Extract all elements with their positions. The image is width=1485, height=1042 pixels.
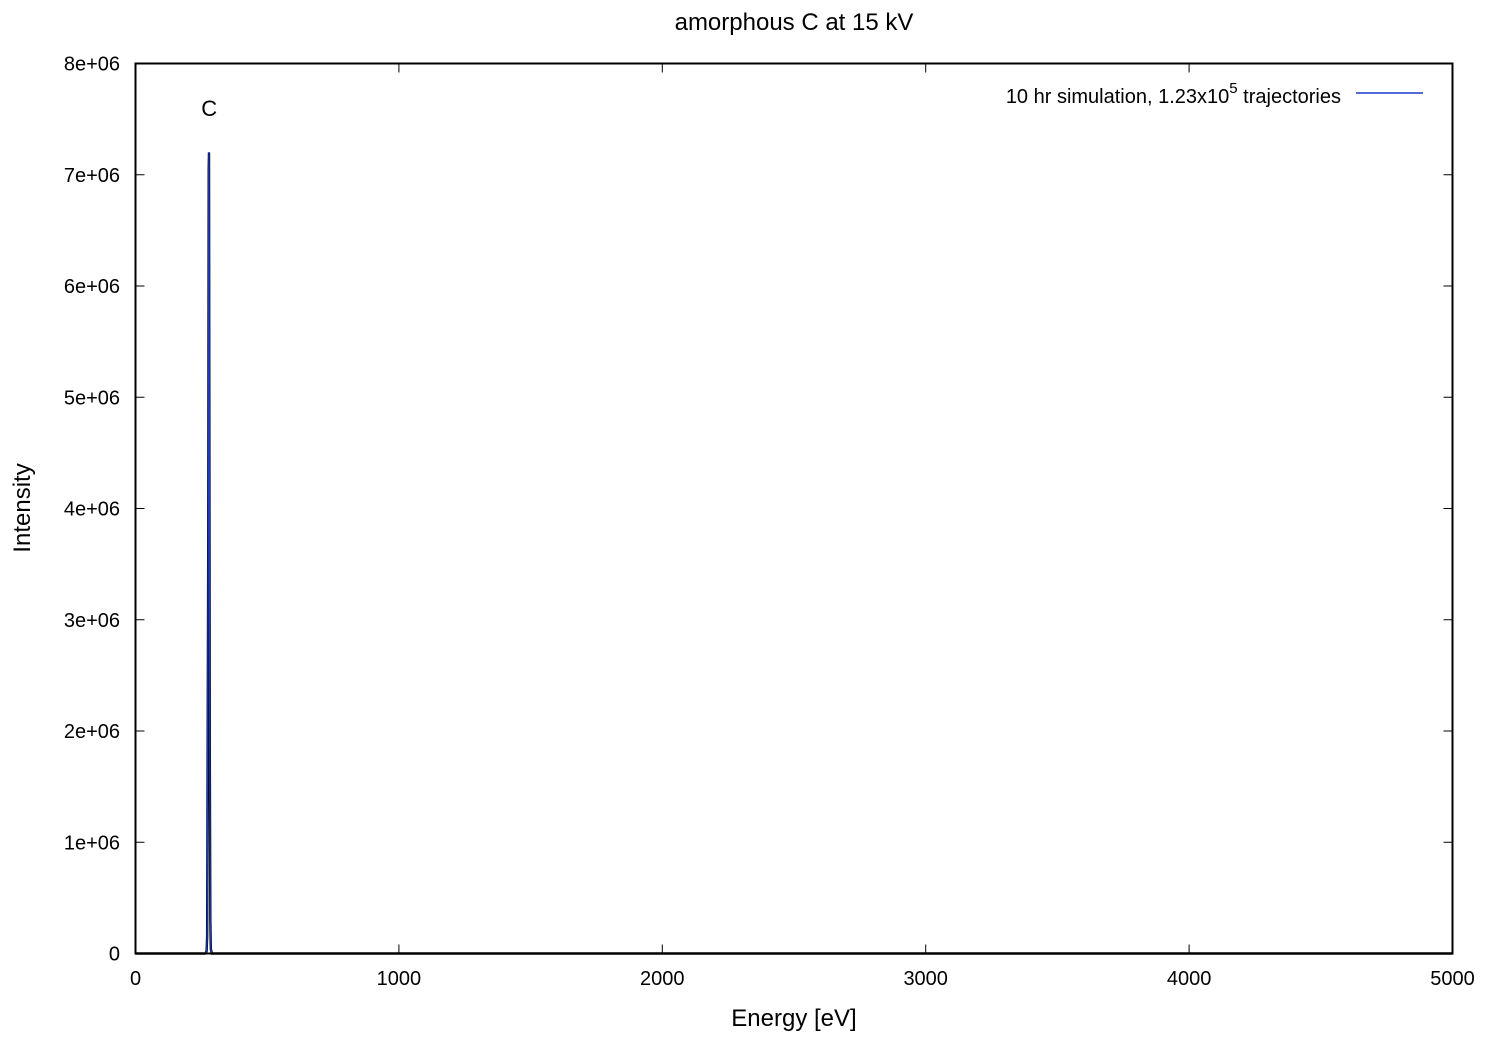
- legend-label-tail: trajectories: [1238, 86, 1341, 108]
- y-tick-label-7: 7e+06: [64, 165, 120, 187]
- y-tick-label-8: 8e+06: [64, 54, 120, 76]
- legend-label-exponent: 5: [1229, 80, 1237, 97]
- series-point-0-12: [209, 919, 211, 921]
- y-tick-label-2: 2e+06: [64, 721, 120, 743]
- x-tick-label-3: 3000: [903, 968, 948, 990]
- y-tick-label-3: 3e+06: [64, 610, 120, 632]
- tick-labels: 0 1000 2000 3000 4000 5000 0 1e+06 2e+06 3e+06 4e+…: [64, 54, 1475, 991]
- x-tick-label-1: 1000: [377, 968, 422, 990]
- series-point-0-11: [209, 747, 211, 749]
- x-tick-label-5: 5000: [1430, 968, 1475, 990]
- series-point-0-3: [206, 936, 208, 938]
- x-tick-label-0: 0: [130, 968, 141, 990]
- y-tick-label-4: 4e+06: [64, 499, 120, 521]
- series-point-0-4: [207, 747, 209, 749]
- x-axis-label: Energy [eV]: [731, 1005, 856, 1032]
- axis-ticks: [135, 63, 1453, 954]
- series-point-0-13: [210, 948, 212, 950]
- x-tick-label-2: 2000: [640, 968, 685, 990]
- legend: 10 hr simulation, 1.23x105 trajectories: [1006, 80, 1423, 108]
- y-tick-label-1: 1e+06: [64, 832, 120, 854]
- series-point-0-8: [208, 151, 210, 154]
- series-layer: [135, 151, 1453, 955]
- series-point-0-7: [208, 168, 210, 170]
- legend-label-main: 10 hr simulation, 1.23x10: [1006, 86, 1229, 108]
- y-tick-label-6: 6e+06: [64, 276, 120, 298]
- x-tick-label-4: 4000: [1167, 968, 1212, 990]
- series-line-0: [135, 152, 1453, 955]
- chart-title: amorphous C at 15 kV: [675, 9, 914, 36]
- series-point-0-5: [207, 552, 209, 554]
- y-tick-label-5: 5e+06: [64, 387, 120, 409]
- y-axis-label: Intensity: [9, 463, 36, 552]
- series-point-0-10: [208, 552, 211, 554]
- y-tick-label-0: 0: [109, 944, 120, 966]
- peak-label-c: C: [201, 96, 217, 121]
- plot-frame: [134, 62, 1454, 955]
- series-point-0-2: [206, 950, 208, 952]
- legend-label: 10 hr simulation, 1.23x105 trajectories: [1006, 80, 1341, 108]
- series-point-0-9: [208, 363, 210, 365]
- series-outline-0: [135, 152, 1453, 955]
